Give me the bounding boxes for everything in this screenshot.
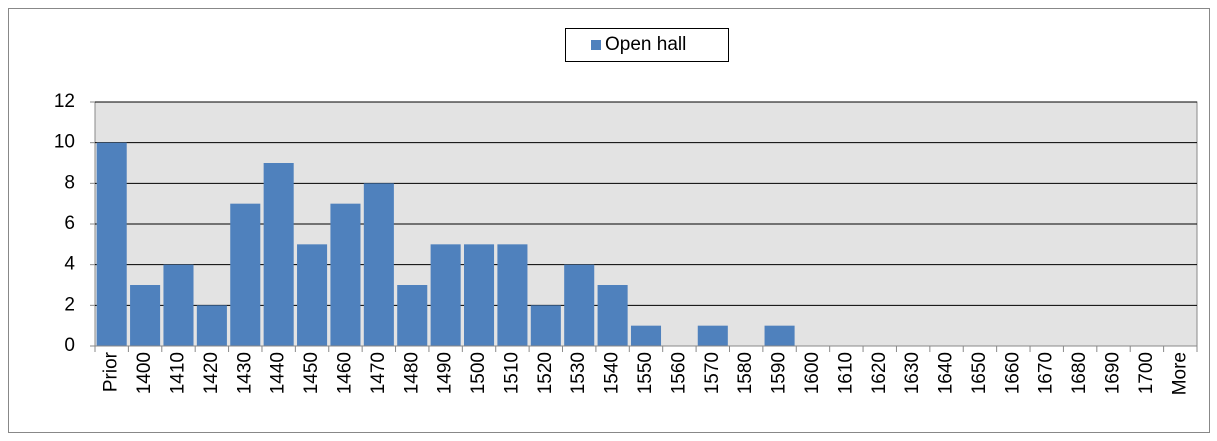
x-tick-label: 1540 — [602, 352, 623, 394]
bar — [464, 244, 495, 346]
x-tick-label: 1410 — [168, 352, 189, 394]
y-tick-label: 6 — [64, 213, 75, 234]
x-tick-label: 1520 — [535, 352, 556, 394]
x-tick-label: 1640 — [936, 352, 957, 394]
bar — [397, 285, 428, 346]
x-tick-label: 1430 — [234, 352, 255, 394]
y-tick-label: 0 — [64, 335, 75, 356]
bar — [597, 285, 628, 346]
y-tick-label: 4 — [64, 254, 75, 275]
legend: Open hall — [565, 28, 729, 62]
x-tick-label: 1660 — [1002, 352, 1023, 394]
x-tick-label: 1680 — [1069, 352, 1090, 394]
x-tick-label: 1580 — [735, 352, 756, 394]
bar — [363, 183, 394, 346]
bar — [630, 325, 662, 346]
x-tick-label: 1400 — [134, 352, 155, 394]
bar — [297, 244, 328, 346]
x-tick-label: 1550 — [635, 352, 656, 394]
bar — [530, 305, 561, 346]
bar — [330, 203, 361, 346]
bar — [230, 203, 261, 346]
bar — [697, 325, 728, 346]
x-tick-label: 1490 — [435, 352, 456, 394]
bar — [163, 264, 194, 346]
x-tick-label: 1450 — [301, 352, 322, 394]
y-tick-label: 8 — [64, 172, 75, 193]
legend-swatch — [591, 40, 601, 50]
y-tick-label: 2 — [64, 294, 75, 315]
x-tick-label: 1600 — [802, 352, 823, 394]
bar — [764, 325, 795, 346]
x-tick-label: 1440 — [268, 352, 289, 394]
x-tick-label: 1700 — [1136, 352, 1157, 394]
y-tick-label: 10 — [54, 132, 75, 153]
x-tick-label: 1510 — [501, 352, 522, 394]
x-tick-label: 1530 — [568, 352, 589, 394]
x-tick-label: Prior — [101, 351, 122, 392]
bar — [430, 244, 461, 346]
bar — [196, 305, 227, 346]
x-tick-label: More — [1169, 352, 1190, 395]
bar — [263, 163, 294, 346]
x-tick-label: 1500 — [468, 352, 489, 394]
x-tick-label: 1630 — [902, 352, 923, 394]
x-tick-label: 1470 — [368, 352, 389, 394]
x-tick-label: 1480 — [401, 352, 422, 394]
x-tick-label: 1420 — [201, 352, 222, 394]
x-tick-label: 1570 — [702, 352, 723, 394]
x-tick-label: 1650 — [969, 352, 990, 394]
x-tick-label: 1460 — [334, 352, 355, 394]
legend-label: Open hall — [605, 34, 686, 55]
bar — [497, 244, 528, 346]
x-tick-label: 1670 — [1036, 352, 1057, 394]
bar — [130, 285, 161, 346]
x-tick-label: 1690 — [1103, 352, 1124, 394]
x-tick-label: 1620 — [869, 352, 890, 394]
bar — [96, 142, 127, 346]
y-tick-label: 12 — [54, 91, 75, 112]
x-tick-label: 1610 — [835, 352, 856, 394]
bar — [564, 264, 595, 346]
x-tick-label: 1590 — [769, 352, 790, 394]
x-tick-label: 1560 — [668, 352, 689, 394]
